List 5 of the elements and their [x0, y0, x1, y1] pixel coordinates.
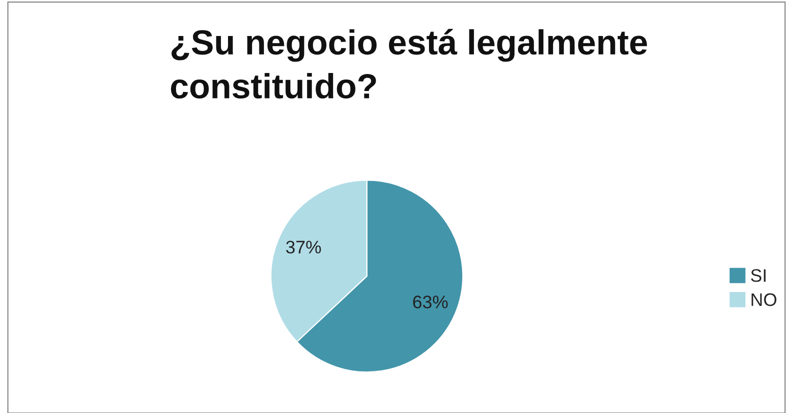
legend-label: SI: [750, 269, 766, 282]
data-label: 37%: [286, 240, 321, 254]
chart-title: ¿Su negocio está legalmente constituido?: [170, 28, 647, 99]
legend-label: NO: [752, 293, 776, 306]
data-label: 63%: [413, 296, 448, 308]
